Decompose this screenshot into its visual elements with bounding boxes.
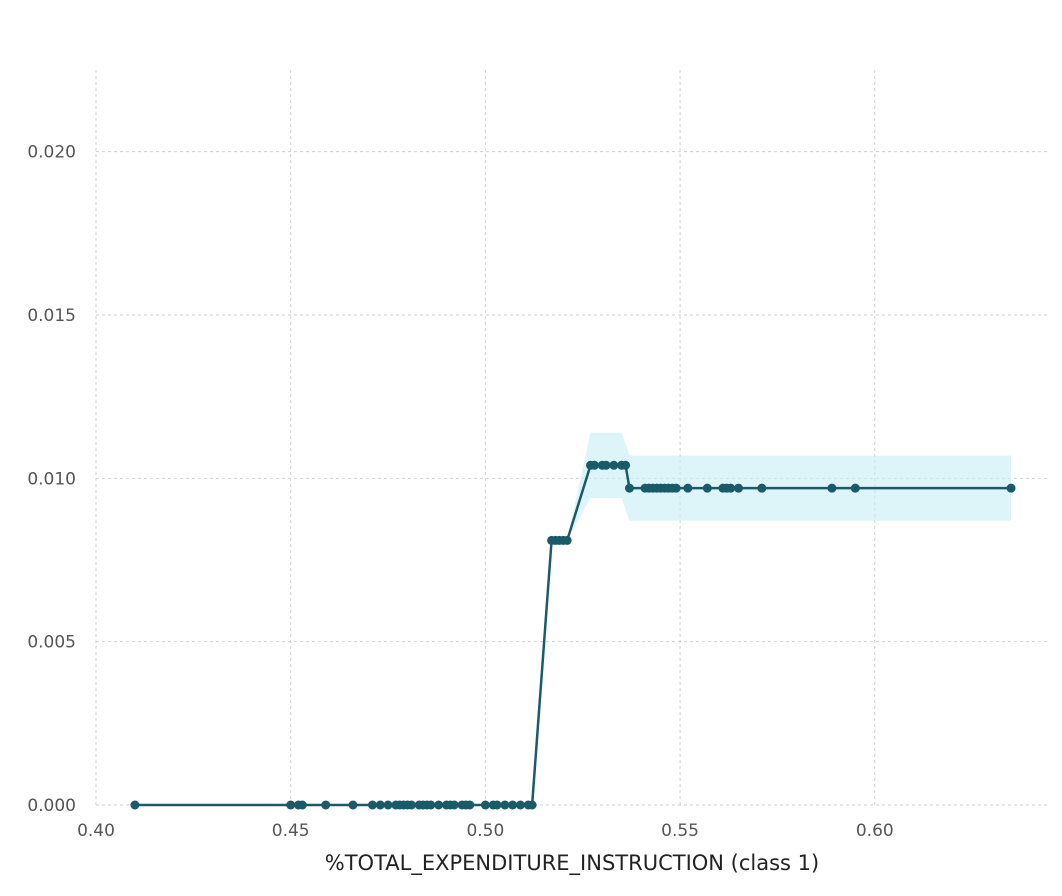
x-tick-label-4: 0.60 bbox=[856, 821, 894, 841]
x-tick-label-2: 0.50 bbox=[466, 821, 504, 841]
data-point-0-55 bbox=[683, 483, 693, 493]
data-point-0-24 bbox=[465, 800, 475, 810]
data-point-0-4 bbox=[321, 800, 331, 810]
data-point-0-3 bbox=[297, 800, 307, 810]
y-tick-label-2: 0.010 bbox=[27, 469, 76, 489]
data-point-0-5 bbox=[348, 800, 358, 810]
y-tick-labels: 0.000 0.005 0.010 0.015 0.020 bbox=[27, 143, 76, 816]
data-point-0-7 bbox=[375, 800, 385, 810]
data-point-0-1 bbox=[286, 800, 296, 810]
data-point-0-62 bbox=[827, 483, 837, 493]
y-tick-label-3: 0.015 bbox=[27, 306, 76, 326]
data-point-0-8 bbox=[383, 800, 393, 810]
series-points-layer bbox=[130, 460, 1016, 810]
data-point-0-41 bbox=[601, 460, 611, 470]
data-point-0-44 bbox=[621, 460, 631, 470]
data-point-0-18 bbox=[434, 800, 444, 810]
confidence-band-layer bbox=[134, 432, 1012, 805]
data-point-0-63 bbox=[850, 483, 860, 493]
x-tick-label-3: 0.55 bbox=[661, 821, 699, 841]
data-point-0-27 bbox=[492, 800, 502, 810]
data-point-0-13 bbox=[406, 800, 416, 810]
data-point-0-0 bbox=[130, 800, 140, 810]
data-point-0-60 bbox=[733, 483, 743, 493]
data-point-0-61 bbox=[757, 483, 767, 493]
y-tick-label-0: 0.000 bbox=[27, 796, 76, 816]
data-point-0-6 bbox=[367, 800, 377, 810]
data-point-0-39 bbox=[589, 460, 599, 470]
data-point-0-56 bbox=[702, 483, 712, 493]
confidence-band bbox=[134, 432, 1012, 805]
x-tick-label-1: 0.45 bbox=[272, 821, 310, 841]
data-point-0-25 bbox=[480, 800, 490, 810]
data-point-0-32 bbox=[527, 800, 537, 810]
data-point-0-28 bbox=[500, 800, 510, 810]
grid bbox=[95, 70, 1050, 806]
x-axis-label: %TOTAL_EXPENDITURE_INSTRUCTION (class 1) bbox=[325, 851, 819, 876]
data-point-0-30 bbox=[515, 800, 525, 810]
y-tick-label-4: 0.020 bbox=[27, 143, 76, 163]
x-tick-labels: 0.40 0.45 0.50 0.55 0.60 bbox=[77, 821, 894, 841]
data-point-0-59 bbox=[726, 483, 736, 493]
data-point-0-37 bbox=[562, 535, 572, 545]
data-point-0-45 bbox=[624, 483, 634, 493]
data-point-0-64 bbox=[1006, 483, 1016, 493]
y-tick-label-1: 0.005 bbox=[27, 633, 76, 653]
data-point-0-21 bbox=[449, 800, 459, 810]
data-point-0-29 bbox=[508, 800, 518, 810]
x-tick-label-0: 0.40 bbox=[77, 821, 115, 841]
data-point-0-17 bbox=[426, 800, 436, 810]
data-point-0-42 bbox=[609, 460, 619, 470]
data-point-0-54 bbox=[671, 483, 681, 493]
